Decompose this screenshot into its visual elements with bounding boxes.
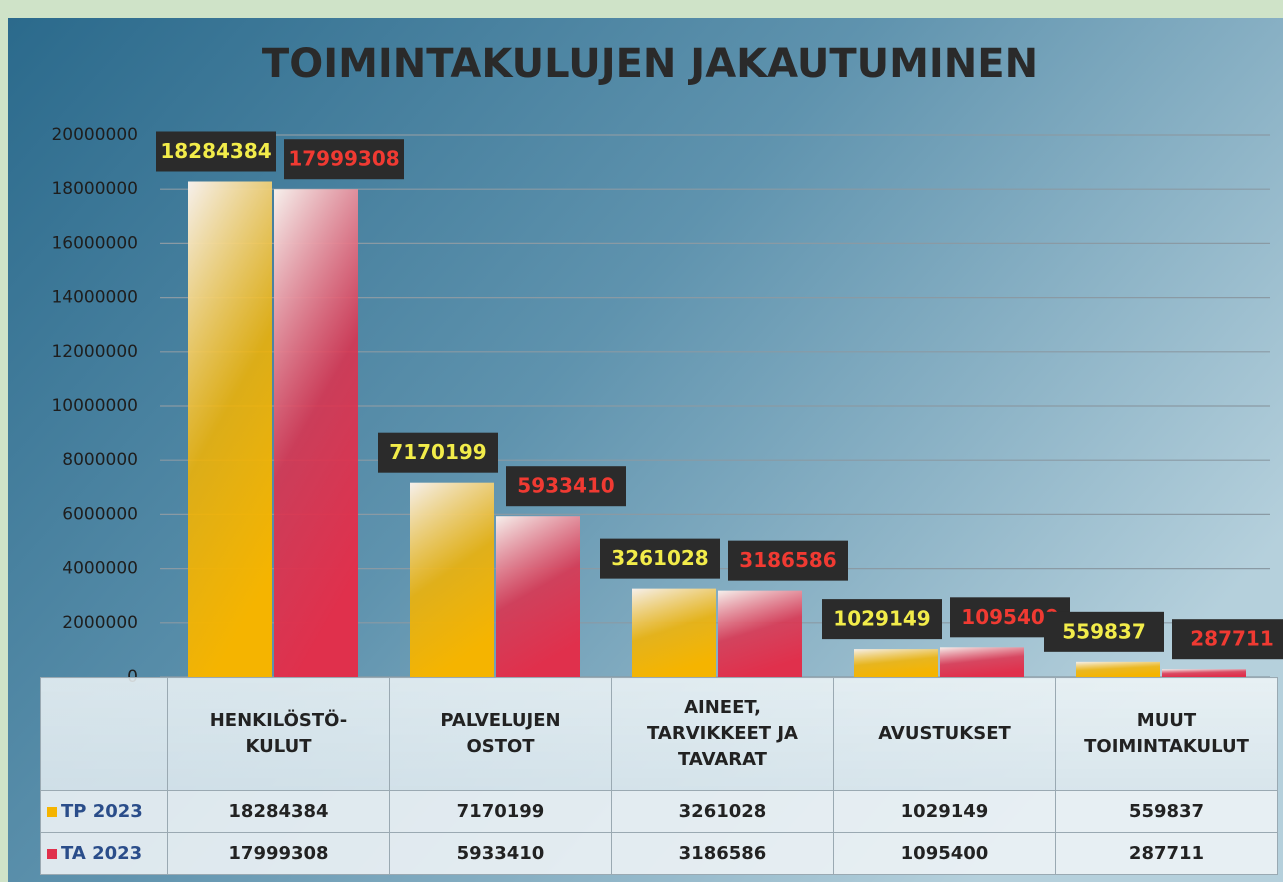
- legend-cell: TA 2023: [40, 832, 168, 875]
- data-label: 18284384: [160, 139, 271, 163]
- y-tick-label: 10000000: [51, 396, 138, 416]
- y-tick-label: 18000000: [51, 179, 138, 199]
- data-label-box: [156, 131, 276, 172]
- legend-label: TP 2023: [61, 801, 143, 822]
- table-value: 3261028: [611, 790, 834, 833]
- y-tick-label: 4000000: [62, 559, 138, 579]
- y-tick-label: 2000000: [62, 613, 138, 633]
- y-tick-label: 12000000: [51, 342, 138, 362]
- legend-swatch: [47, 849, 57, 859]
- data-label: 5933410: [517, 474, 614, 498]
- category-cell: MUUT TOIMINTAKULUT: [1055, 677, 1278, 791]
- table-value: 18284384: [167, 790, 390, 833]
- category-cell: PALVELUJEN OSTOT: [389, 677, 612, 791]
- bar: [496, 516, 580, 677]
- data-label-box: [728, 540, 848, 581]
- legend-swatch: [47, 807, 57, 817]
- category-cell: HENKILÖSTÖ-KULUT: [167, 677, 390, 791]
- data-label: 17999308: [288, 147, 399, 171]
- data-label-box: [506, 466, 626, 507]
- legend-label: TA 2023: [61, 843, 143, 864]
- bar: [940, 647, 1024, 677]
- bar: [188, 181, 272, 677]
- bar: [1162, 669, 1246, 677]
- bar: [410, 482, 494, 677]
- category-cell: AINEET, TARVIKKEET JA TAVARAT: [611, 677, 834, 791]
- bar: [274, 189, 358, 677]
- category-cell: AVUSTUKSET: [833, 677, 1056, 791]
- legend-cell: TP 2023: [40, 790, 168, 833]
- table-header-row: HENKILÖSTÖ-KULUT PALVELUJEN OSTOT AINEET, …: [40, 677, 1278, 791]
- data-label: 7170199: [389, 440, 486, 464]
- y-tick-label: 8000000: [62, 450, 138, 470]
- table-value: 7170199: [389, 790, 612, 833]
- chart-title: TOIMINTAKULUJEN JAKAUTUMINEN: [262, 41, 1038, 87]
- data-label: 1095400: [961, 605, 1058, 629]
- y-tick-label: 6000000: [62, 504, 138, 524]
- y-tick-label: 20000000: [51, 125, 138, 145]
- bar: [1076, 661, 1160, 677]
- table-value: 559837: [1055, 790, 1278, 833]
- table-value: 17999308: [167, 832, 390, 875]
- table-row: TA 2023 17999308 5933410 3186586 1095400 2877…: [40, 832, 1278, 875]
- bar: [854, 649, 938, 677]
- data-label-box: [822, 599, 942, 640]
- data-label: 3186586: [739, 548, 836, 572]
- data-label: 3261028: [611, 546, 708, 570]
- table-value: 1095400: [833, 832, 1056, 875]
- data-label-box: [378, 432, 498, 473]
- data-label: 559837: [1062, 619, 1146, 643]
- category-label: AVUSTUKSET: [878, 722, 1011, 744]
- data-label: 1029149: [833, 607, 930, 631]
- bar: [718, 590, 802, 677]
- y-tick-label: 16000000: [51, 233, 138, 253]
- data-label-box: [1044, 611, 1164, 652]
- table-value: 287711: [1055, 832, 1278, 875]
- table-value: 3186586: [611, 832, 834, 875]
- category-label: HENKILÖSTÖ-KULUT: [209, 709, 348, 757]
- table-row: TP 2023 18284384 7170199 3261028 1029149 5598…: [40, 790, 1278, 833]
- table-value: 1029149: [833, 790, 1056, 833]
- category-label: AINEET, TARVIKKEET JA TAVARAT: [647, 696, 798, 771]
- data-label-box: [1172, 619, 1283, 660]
- data-label: 287711: [1190, 627, 1274, 651]
- table-value: 5933410: [389, 832, 612, 875]
- data-label-box: [284, 139, 404, 180]
- category-label: PALVELUJEN OSTOT: [440, 709, 561, 757]
- table-corner: [40, 677, 168, 791]
- y-tick-label: 14000000: [51, 288, 138, 308]
- table-body: HENKILÖSTÖ-KULUT PALVELUJEN OSTOT AINEET, …: [40, 677, 1278, 875]
- data-label-box: [600, 538, 720, 579]
- bar: [632, 588, 716, 677]
- data-table: HENKILÖSTÖ-KULUT PALVELUJEN OSTOT AINEET, …: [40, 677, 1278, 875]
- category-label: MUUT TOIMINTAKULUT: [1084, 709, 1249, 757]
